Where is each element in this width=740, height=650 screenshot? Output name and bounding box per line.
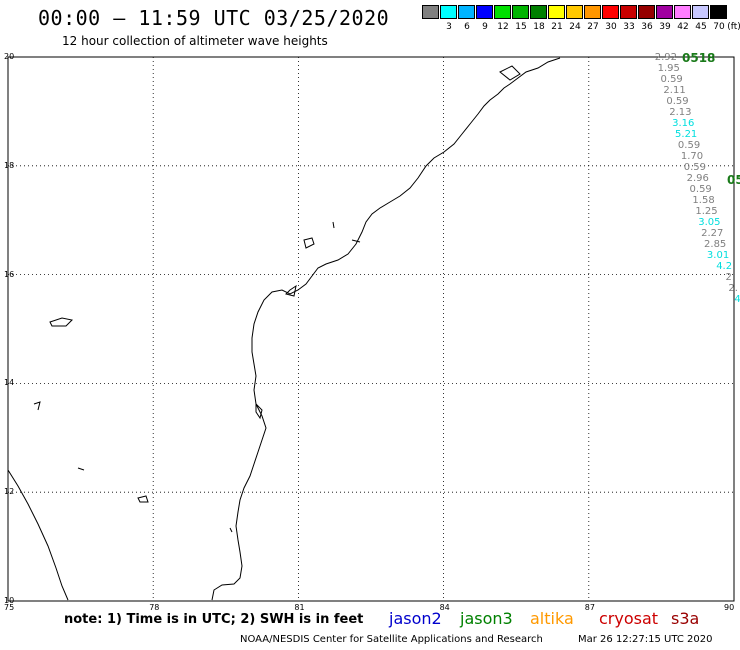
generation-timestamp: Mar 26 12:27:15 UTC 2020 <box>578 634 713 645</box>
wave-height-label: 1.25 <box>695 206 718 217</box>
colorbar-label: 36 <box>641 22 653 32</box>
credit-line: NOAA/NESDIS Center for Satellite Applica… <box>240 634 543 645</box>
colorbar-label: 15 <box>515 22 527 32</box>
island-2 <box>332 221 335 229</box>
longitude-tick: 75 <box>4 603 15 612</box>
colorbar-label: 39 <box>659 22 671 32</box>
island-5 <box>33 401 41 411</box>
colorbar-label: 24 <box>569 22 581 32</box>
map-title: 00:00 – 11:59 UTC 03/25/2020 <box>38 6 390 30</box>
wave-height-label: 0.59 <box>683 162 706 173</box>
wave-height-label: 0.59 <box>660 74 683 85</box>
latitude-tick: 18 <box>4 160 15 170</box>
map-grid <box>8 57 734 601</box>
map-subtitle: 12 hour collection of altimeter wave hei… <box>62 34 328 48</box>
island-7 <box>137 495 149 503</box>
island-1 <box>303 237 315 249</box>
pass-time-label: 0518 <box>682 51 716 65</box>
colorbar-label: 12 <box>497 22 509 32</box>
wave-height-label: 0.59 <box>677 140 701 151</box>
wave-height-label: 4.2 <box>716 261 733 272</box>
wave-height-label: 2.11 <box>663 85 686 96</box>
coastline-lake <box>255 402 263 420</box>
island-3 <box>351 239 361 243</box>
colorbar-swatch <box>530 5 547 19</box>
island-8 <box>229 527 233 533</box>
latitude-tick: 12 <box>4 487 15 497</box>
colorbar-swatch <box>692 5 709 19</box>
colorbar-label: 27 <box>587 22 599 32</box>
wave-height-label: 2.27 <box>701 228 724 239</box>
colorbar-swatch <box>638 5 655 19</box>
colorbar-swatch <box>584 5 601 19</box>
coastline-northeast-islands <box>499 65 521 81</box>
latitude-tick: 10 <box>4 596 15 605</box>
colorbar-swatch <box>602 5 619 19</box>
latitude-tick: 16 <box>4 269 15 279</box>
wave-height-label: 1.70 <box>680 151 704 162</box>
wave-height-label: 0.59 <box>666 96 689 107</box>
colorbar-label: 3 <box>446 22 452 32</box>
colorbar-swatch <box>656 5 673 19</box>
legend-cryosat: cryosat <box>599 609 659 628</box>
colorbar-swatch <box>548 5 565 19</box>
wave-height-label: 2. <box>725 272 735 283</box>
coastline-mainland <box>211 57 561 601</box>
coastline-west <box>7 469 69 601</box>
colorbar-label: 70 <box>713 22 725 32</box>
colorbar-label: 33 <box>623 22 635 32</box>
coastline-peninsula-inlet <box>285 284 297 297</box>
footer-note: note: 1) Time is in UTC; 2) SWH is in fe… <box>64 612 364 627</box>
pass-time-label: 05 <box>727 173 740 187</box>
latitude-tick: 14 <box>4 378 15 388</box>
longitude-tick: 90 <box>724 603 735 612</box>
longitude-tick: 78 <box>149 603 160 612</box>
map-frame <box>7 56 735 602</box>
colorbar-swatch <box>476 5 493 19</box>
colorbar-label: 9 <box>482 22 488 32</box>
colorbar-label: 6 <box>464 22 470 32</box>
colorbar-swatch <box>512 5 529 19</box>
wave-height-label: 4 <box>734 294 740 305</box>
legend-jason3: jason3 <box>460 609 513 628</box>
island-6 <box>77 467 85 471</box>
longitude-tick: 81 <box>294 603 305 612</box>
wave-height-label: 1.95 <box>657 63 680 74</box>
coastline <box>7 57 561 601</box>
wave-height-label: 2.85 <box>704 239 727 250</box>
wave-height-label: 2.96 <box>686 173 709 184</box>
colorbar-label: 21 <box>551 22 563 32</box>
colorbar-label: 45 <box>695 22 707 32</box>
colorbar-swatch <box>494 5 511 19</box>
longitude-tick: 87 <box>584 603 595 612</box>
colorbar-swatch <box>620 5 637 19</box>
colorbar-swatch <box>710 5 727 19</box>
wave-height-label: 3.01 <box>706 250 730 261</box>
island-4 <box>49 317 74 327</box>
legend-altika: altika <box>530 609 574 628</box>
wave-height-label: 3.05 <box>698 217 721 228</box>
colorbar-swatch <box>674 5 691 19</box>
wave-height-label: 0.59 <box>689 184 712 195</box>
colorbar-label: 30 <box>605 22 617 32</box>
colorbar-swatch <box>458 5 475 19</box>
colorbar-swatch <box>440 5 457 19</box>
colorbar-unit: (ft) <box>727 22 740 32</box>
longitude-tick: 84 <box>439 603 450 612</box>
wave-height-label: 2.92 <box>654 52 677 63</box>
wave-height-label: 3.16 <box>672 118 695 129</box>
wave-height-label: 5.21 <box>675 129 698 140</box>
colorbar-label: 18 <box>533 22 545 32</box>
wave-height-label: 1.58 <box>692 195 715 206</box>
colorbar-swatch <box>422 5 439 19</box>
wave-height-label: 2. <box>728 283 738 294</box>
colorbar-swatch <box>566 5 583 19</box>
legend-jason2: jason2 <box>389 609 442 628</box>
legend-s3a: s3a <box>671 609 700 628</box>
latitude-tick: 20 <box>4 52 15 61</box>
wave-height-label: 2.13 <box>669 107 692 118</box>
colorbar-label: 42 <box>677 22 689 32</box>
